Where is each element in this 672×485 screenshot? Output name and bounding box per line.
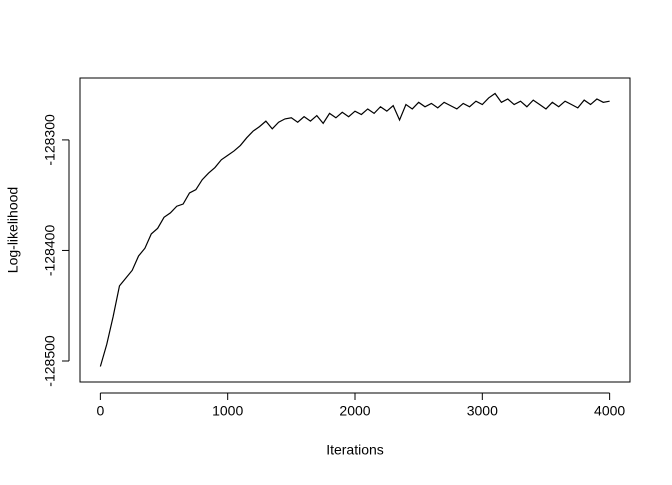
plot-box: [79, 77, 631, 383]
y-tick-label: -128500: [42, 335, 58, 387]
x-tick-label: 4000: [594, 403, 625, 419]
data-line: [99, 92, 610, 367]
x-tick-label: 0: [96, 403, 104, 419]
y-axis-label: Log-likelihood: [5, 187, 21, 273]
y-tick-label: -128300: [42, 114, 58, 166]
x-tick-label: 2000: [339, 403, 370, 419]
x-tick-label: 3000: [467, 403, 498, 419]
x-axis-label: Iterations: [326, 442, 384, 458]
y-tick-label: -128400: [42, 225, 58, 277]
x-tick-label: 1000: [212, 403, 243, 419]
